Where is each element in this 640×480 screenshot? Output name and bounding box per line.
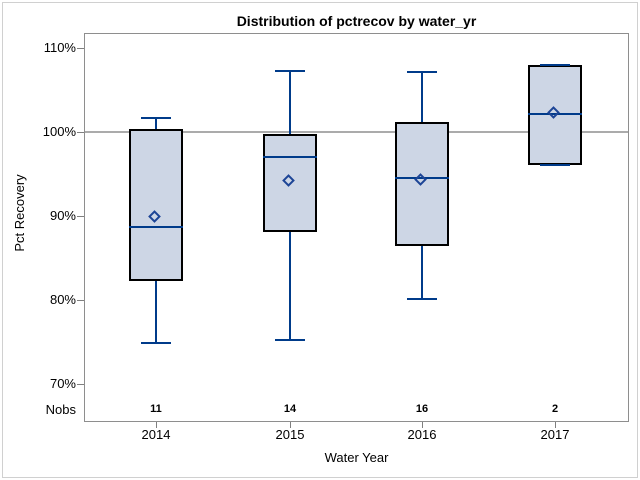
nobs-value: 16 bbox=[415, 403, 429, 415]
box-iqr bbox=[263, 134, 317, 233]
y-axis-tick bbox=[77, 131, 84, 133]
y-axis-tick-label: 90% bbox=[49, 207, 76, 223]
chart-title: Distribution of pctrecov by water_yr bbox=[236, 13, 477, 29]
y-axis-tick bbox=[77, 215, 84, 217]
y-axis-tick bbox=[77, 383, 84, 385]
nobs-value: 2 bbox=[551, 403, 559, 415]
x-axis-tick bbox=[422, 422, 423, 428]
whisker-cap-bottom bbox=[141, 342, 171, 345]
box-iqr bbox=[129, 129, 183, 282]
x-axis-tick bbox=[290, 422, 291, 428]
y-axis-tick-label: 80% bbox=[49, 291, 76, 307]
median-line bbox=[395, 176, 449, 179]
x-axis-title: Water Year bbox=[324, 450, 389, 465]
nobs-row-label: Nobs bbox=[45, 402, 76, 417]
reference-line-100pct bbox=[85, 130, 628, 133]
y-axis-tick bbox=[77, 47, 84, 49]
box-iqr bbox=[395, 121, 449, 246]
x-axis-tick-label: 2015 bbox=[275, 427, 305, 442]
x-axis-tick bbox=[156, 422, 157, 428]
whisker-cap-top bbox=[275, 70, 305, 73]
y-axis-tick-label: 110% bbox=[43, 39, 76, 55]
x-axis-tick bbox=[555, 422, 556, 428]
whisker-cap-top bbox=[141, 117, 171, 120]
y-axis-tick-label: 100% bbox=[42, 123, 76, 139]
median-line bbox=[528, 113, 582, 116]
x-axis-tick-label: 2017 bbox=[540, 427, 570, 442]
whisker-cap-bottom bbox=[407, 297, 437, 300]
whisker-cap-bottom bbox=[275, 339, 305, 342]
whisker-cap-top bbox=[407, 71, 437, 74]
x-axis-tick-label: 2014 bbox=[141, 427, 171, 442]
y-axis-tick-label: 70% bbox=[49, 375, 76, 391]
x-axis-tick-label: 2016 bbox=[407, 427, 437, 442]
median-line bbox=[263, 155, 317, 158]
y-axis-tick bbox=[77, 299, 84, 301]
whisker-cap-bottom bbox=[540, 164, 570, 167]
median-line bbox=[129, 226, 183, 229]
nobs-value: 11 bbox=[150, 403, 162, 415]
whisker-cap-top bbox=[540, 63, 570, 66]
nobs-value: 14 bbox=[283, 403, 297, 415]
